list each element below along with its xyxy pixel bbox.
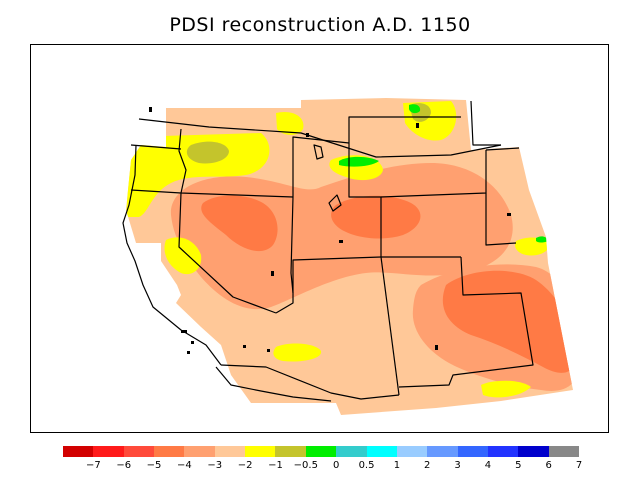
- legend-swatch: [63, 446, 94, 457]
- border-co-ks: [485, 193, 517, 246]
- border-ne-sd: [485, 147, 520, 151]
- border-nv-ut: [290, 196, 294, 294]
- border-wy-mt: [348, 116, 461, 143]
- legend-swatch: [93, 446, 125, 457]
- legend-swatch: [396, 446, 428, 457]
- border-or-wa: [130, 144, 182, 150]
- legend-tick-label: 3: [454, 460, 461, 471]
- pdsi-field: [126, 98, 573, 415]
- coastline-gulf: [215, 366, 332, 402]
- border-ut-wy-co: [348, 143, 382, 257]
- legend-tick-label: 6: [545, 460, 552, 471]
- lake-mark: [306, 133, 309, 137]
- legend-tick-label: 0.5: [358, 460, 375, 471]
- lake-great-salt: [328, 194, 342, 212]
- legend-tick-label: −5: [146, 460, 162, 471]
- coastline-pacific: [122, 144, 222, 366]
- field-wet-colorado: [536, 236, 548, 243]
- island-mark: [191, 341, 194, 344]
- border-id-wy-ut: [292, 136, 350, 197]
- field-wet-montana: [409, 104, 421, 114]
- border-canada: [138, 118, 502, 158]
- field-severe-drought-newmexico: [442, 270, 573, 373]
- legend-swatch: [518, 446, 550, 457]
- legend-swatch: [275, 446, 307, 457]
- legend-swatch: [214, 446, 246, 457]
- legend-tick-label: −7: [85, 460, 101, 471]
- legend-swatch: [305, 446, 337, 457]
- field-severe-drought-utah: [331, 195, 421, 239]
- map-panel: [30, 44, 609, 433]
- legend-tick-label: 0: [332, 460, 340, 471]
- island-mark: [243, 345, 246, 348]
- legend-swatch: [154, 446, 185, 457]
- island-mark: [187, 351, 190, 354]
- legend-swatch: [336, 446, 368, 457]
- field-near-normal-texas: [481, 380, 531, 398]
- lake-mark: [149, 107, 152, 112]
- legend-tick-label: −3: [207, 460, 223, 471]
- field-near-normal-arizona: [273, 343, 322, 362]
- lake-mark: [339, 240, 343, 243]
- legend-swatch: [184, 446, 216, 457]
- legend-swatch: [245, 446, 276, 457]
- legend-swatch: [487, 446, 519, 457]
- legend-swatch: [123, 446, 155, 457]
- lake-mark: [416, 123, 419, 128]
- legend-tick-label: −4: [177, 460, 192, 471]
- legend-tick-label: −1: [268, 460, 283, 471]
- border-nm-tx: [398, 256, 534, 388]
- border-ca-nv: [178, 192, 277, 314]
- border-id-mt: [178, 128, 187, 194]
- legend-tick-label: −6: [116, 460, 132, 471]
- color-legend: −7 −6 −5 −4 −3 −2 −1 −0.5 0 0.5 1 2 3 4 5 6 7: [63, 446, 583, 476]
- legend-swatch: [427, 446, 459, 457]
- legend-tick-label: 2: [424, 460, 431, 471]
- legend-swatch: [457, 446, 489, 457]
- legend-tick-label: −2: [237, 460, 253, 471]
- pdsi-map: [122, 98, 573, 415]
- lake-yellowstone: [313, 144, 324, 160]
- field-incipient-dry-oregon: [186, 141, 229, 164]
- lake-mark: [507, 213, 511, 216]
- border-mexico: [220, 364, 400, 400]
- field-near-normal-idaho: [276, 111, 304, 135]
- field-near-normal-california: [164, 237, 202, 275]
- legend-tick-label: 5: [515, 460, 522, 471]
- legend-swatch: [548, 446, 580, 457]
- boundaries: [122, 100, 534, 402]
- small-features: [149, 107, 511, 354]
- legend-tick-label: 1: [393, 460, 401, 471]
- legend-tick-label: 4: [484, 460, 492, 471]
- map-title: PDSI reconstruction A.D. 1150: [169, 14, 471, 36]
- border-az-nm: [380, 256, 400, 396]
- field-moderate-drought-north: [170, 163, 513, 310]
- lake-mark: [271, 271, 274, 276]
- legend-tick-label: −0.5: [293, 460, 318, 471]
- island-mark: [267, 349, 270, 352]
- field-severe-drought-nevada: [201, 195, 278, 252]
- island-mark: [181, 330, 187, 333]
- lake-mark: [435, 345, 438, 350]
- border-mt-dakotas: [470, 100, 501, 146]
- legend-swatch: [366, 446, 398, 457]
- border-ut-az-co-nm: [275, 256, 461, 314]
- field-near-normal-oregon: [126, 133, 270, 217]
- legend-tick-label: 7: [575, 460, 583, 471]
